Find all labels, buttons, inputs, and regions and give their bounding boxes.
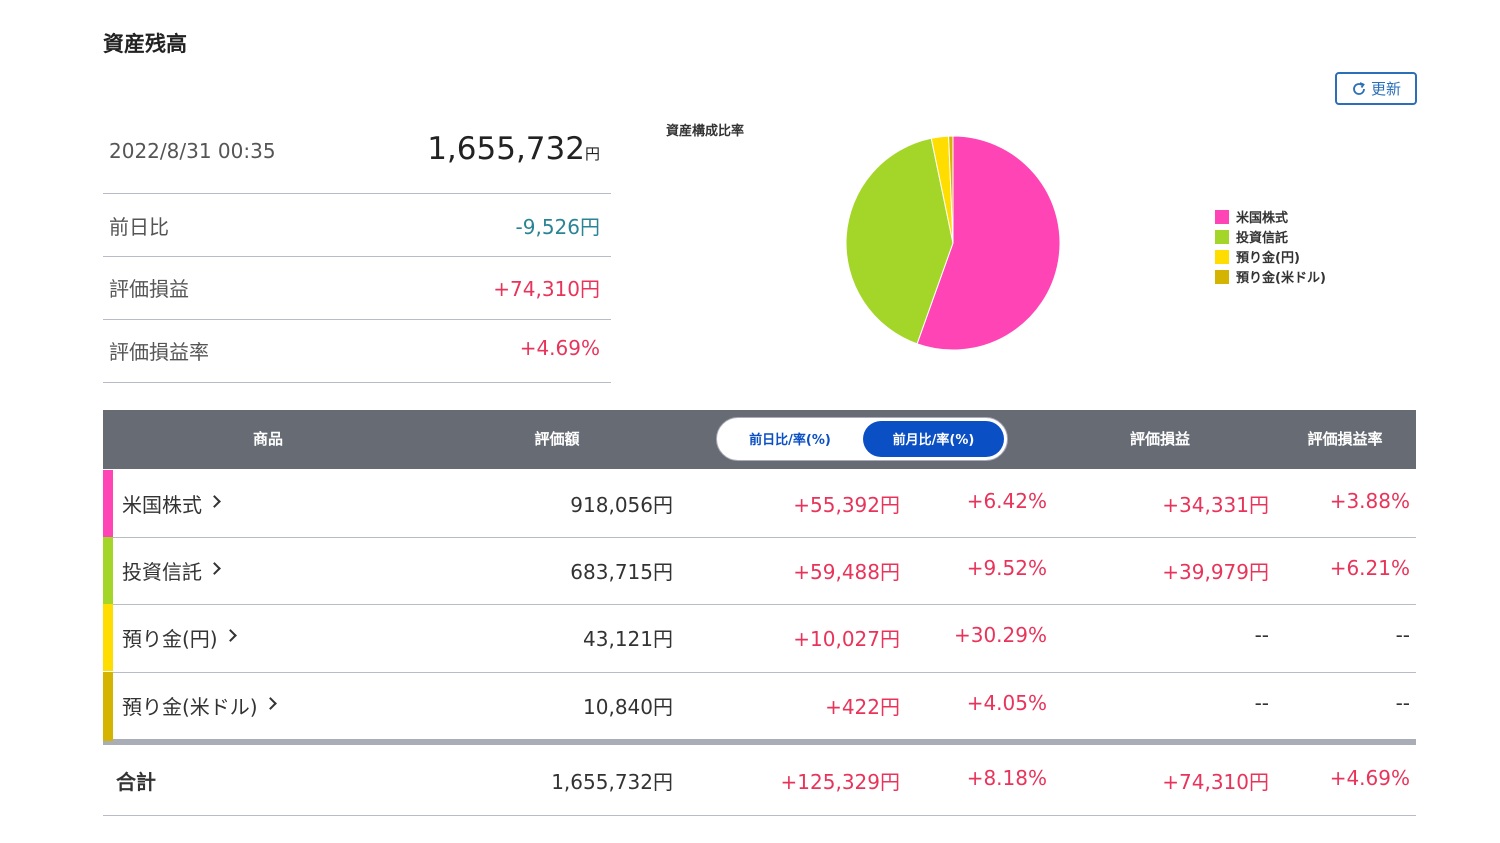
datetime: 2022/8/31 00:35 xyxy=(109,139,276,163)
cell-value: +6.21% xyxy=(1329,556,1410,580)
summary-value: -9,526円 xyxy=(515,215,600,239)
summary-divider xyxy=(103,382,611,383)
total-label: 合計 xyxy=(116,770,156,794)
row-divider xyxy=(103,604,1416,605)
cell-value: +55,392円 xyxy=(793,493,900,517)
cell-value: 10,840円 xyxy=(583,695,673,719)
row-color-bar xyxy=(103,604,113,671)
cell-value: +74,310円 xyxy=(1162,770,1269,794)
page-title: 資産残高 xyxy=(103,32,187,56)
total-number: 1,655,732 xyxy=(427,131,585,167)
column-product: 商品 xyxy=(252,430,283,448)
pie-slice xyxy=(916,135,1061,351)
row-color-bar xyxy=(103,470,113,537)
cell-value: +34,331円 xyxy=(1162,493,1269,517)
legend-swatch xyxy=(1215,270,1229,284)
refresh-label: 更新 xyxy=(1370,80,1401,98)
chevron xyxy=(223,629,237,642)
summary-divider xyxy=(103,193,611,194)
legend-label: 米国株式 xyxy=(1236,210,1288,226)
legend-swatch xyxy=(1215,210,1229,224)
refresh-icon xyxy=(1353,81,1365,95)
legend-label: 預り金(米ドル) xyxy=(1236,270,1326,286)
total-value: 1,655,732円 xyxy=(427,131,600,167)
column-month-change[interactable]: 前月比/率(%) xyxy=(892,433,975,448)
cell-value: 1,655,732円 xyxy=(551,770,673,794)
cell-value: +39,979円 xyxy=(1162,560,1269,584)
cell-value: 918,056円 xyxy=(570,493,673,517)
column-valuation: 評価額 xyxy=(534,430,580,448)
cell-value: +125,329円 xyxy=(780,770,900,794)
summary-label: 前日比 xyxy=(109,215,169,239)
summary-divider xyxy=(103,256,611,257)
legend-swatch xyxy=(1215,230,1229,244)
refresh-button[interactable]: 更新 xyxy=(1335,72,1417,105)
product-name[interactable]: 預り金(円) xyxy=(122,627,218,651)
chart-title: 資産構成比率 xyxy=(666,123,744,139)
legend-swatch xyxy=(1215,250,1229,264)
product-name[interactable]: 米国株式 xyxy=(122,493,202,517)
chevron xyxy=(208,562,221,575)
chevron xyxy=(208,495,221,508)
row-color-bar xyxy=(103,672,113,741)
cell-value: +8.18% xyxy=(966,766,1047,790)
cell-value: +6.42% xyxy=(966,489,1047,513)
row-divider xyxy=(103,672,1416,673)
cell-value: +10,027円 xyxy=(793,627,900,651)
cell-value: -- xyxy=(1254,691,1269,715)
total-separator xyxy=(103,739,1416,745)
cell-value: +4.05% xyxy=(966,691,1047,715)
summary-value: +4.69% xyxy=(519,336,600,360)
toggle-active-bg xyxy=(863,421,1004,457)
legend-label: 預り金(円) xyxy=(1236,250,1300,266)
product-name[interactable]: 預り金(米ドル) xyxy=(122,695,258,719)
row-color-bar xyxy=(103,537,113,604)
cell-value: +422円 xyxy=(825,695,900,719)
pie-slice xyxy=(845,137,954,345)
cell-value: 683,715円 xyxy=(570,560,673,584)
cell-value: +3.88% xyxy=(1329,489,1410,513)
total-unit: 円 xyxy=(584,145,600,163)
summary-divider xyxy=(103,319,611,320)
column-gain-rate: 評価損益率 xyxy=(1307,430,1383,448)
table-bottom-line xyxy=(103,815,1416,816)
cell-value: +9.52% xyxy=(966,556,1047,580)
summary-value: +74,310円 xyxy=(493,277,600,301)
pie-slice xyxy=(948,135,954,244)
column-gain: 評価損益 xyxy=(1129,430,1190,448)
summary-label: 評価損益率 xyxy=(109,340,209,364)
legend-label: 投資信託 xyxy=(1236,230,1288,246)
summary-label: 評価損益 xyxy=(109,277,189,301)
cell-value: -- xyxy=(1395,691,1410,715)
cell-value: -- xyxy=(1254,623,1269,647)
cell-value: +4.69% xyxy=(1329,766,1410,790)
cell-value: -- xyxy=(1395,623,1410,647)
row-divider xyxy=(103,537,1416,538)
cell-value: +59,488円 xyxy=(793,560,900,584)
chevron xyxy=(263,697,277,710)
product-name[interactable]: 投資信託 xyxy=(122,560,202,584)
cell-value: 43,121円 xyxy=(583,627,673,651)
column-day-change[interactable]: 前日比/率(%) xyxy=(749,433,831,448)
cell-value: +30.29% xyxy=(953,623,1047,647)
